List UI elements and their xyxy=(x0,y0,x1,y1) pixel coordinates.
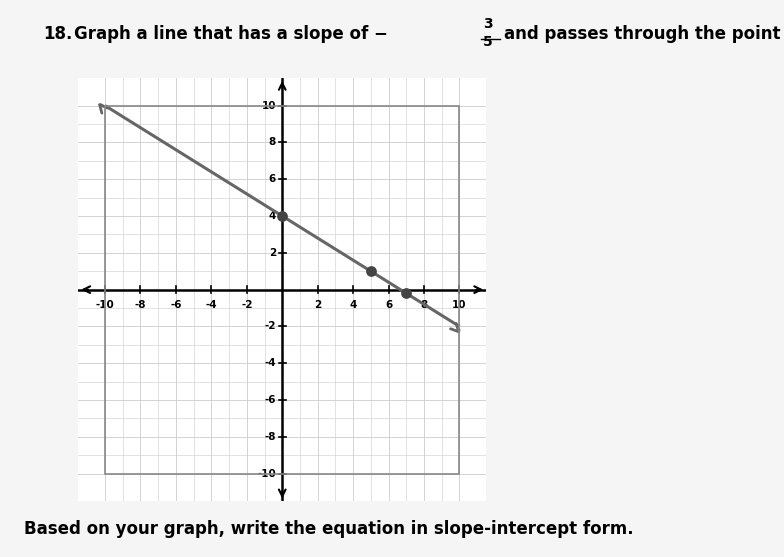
Text: 18.: 18. xyxy=(43,25,72,43)
Text: -6: -6 xyxy=(264,395,276,405)
Text: 6: 6 xyxy=(385,300,392,310)
Text: -8: -8 xyxy=(135,300,146,310)
Text: 6: 6 xyxy=(269,174,276,184)
Text: 2: 2 xyxy=(314,300,321,310)
Text: -6: -6 xyxy=(170,300,182,310)
Text: 8: 8 xyxy=(420,300,427,310)
Text: 3: 3 xyxy=(483,17,492,31)
Text: and passes through the point (5, 1).: and passes through the point (5, 1). xyxy=(504,25,784,43)
Text: -8: -8 xyxy=(264,432,276,442)
Text: Based on your graph, write the equation in slope-intercept form.: Based on your graph, write the equation … xyxy=(24,520,633,538)
Text: 10: 10 xyxy=(452,300,466,310)
Text: -4: -4 xyxy=(205,300,217,310)
Text: -10: -10 xyxy=(96,300,114,310)
Text: Graph a line that has a slope of −: Graph a line that has a slope of − xyxy=(74,25,388,43)
Bar xyxy=(105,106,459,473)
Text: 10: 10 xyxy=(262,101,276,111)
Text: -10: -10 xyxy=(257,468,276,478)
Text: 2: 2 xyxy=(269,248,276,258)
Text: -2: -2 xyxy=(241,300,252,310)
Point xyxy=(365,267,377,276)
Text: 4: 4 xyxy=(269,211,276,221)
Point xyxy=(400,289,412,298)
Text: 8: 8 xyxy=(269,138,276,148)
Text: -2: -2 xyxy=(264,321,276,331)
Text: 5: 5 xyxy=(483,35,492,48)
Text: 4: 4 xyxy=(350,300,357,310)
Point xyxy=(276,212,289,221)
Text: -4: -4 xyxy=(264,358,276,368)
